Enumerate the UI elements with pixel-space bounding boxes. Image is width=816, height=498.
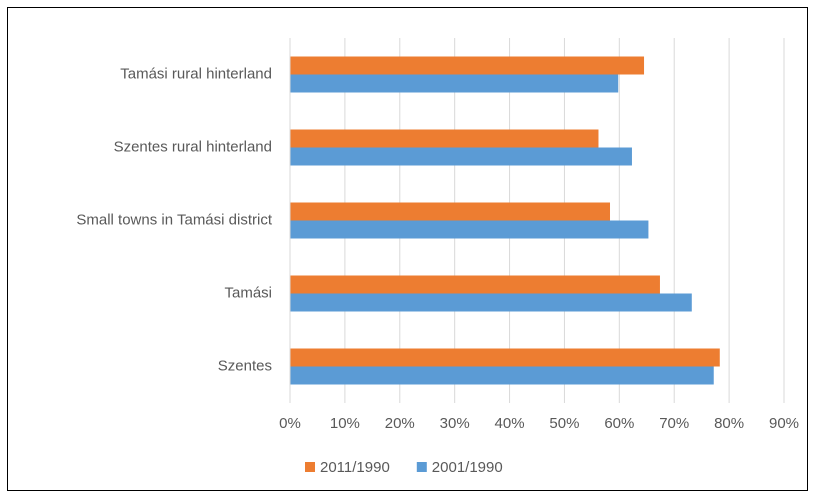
- x-tick-label: 50%: [549, 415, 579, 432]
- y-tick-label: Tamási: [224, 284, 272, 301]
- y-tick-label: Tamási rural hinterland: [120, 65, 272, 82]
- bar: [290, 275, 660, 294]
- bar: [290, 348, 720, 367]
- bar: [290, 366, 714, 385]
- legend-label: 2001/1990: [432, 459, 503, 476]
- bar: [290, 293, 692, 312]
- legend-label: 2011/1990: [320, 459, 390, 476]
- x-tick-label: 90%: [769, 415, 799, 432]
- bar: [290, 147, 632, 166]
- bar: [290, 74, 619, 93]
- x-tick-label: 30%: [440, 415, 470, 432]
- x-tick-label: 20%: [385, 415, 415, 432]
- x-tick-label: 40%: [495, 415, 525, 432]
- bar: [290, 202, 611, 221]
- x-tick-label: 70%: [659, 415, 689, 432]
- x-tick-label: 10%: [330, 415, 360, 432]
- bar: [290, 129, 599, 148]
- y-tick-label: Szentes: [218, 357, 272, 374]
- x-tick-label: 60%: [604, 415, 634, 432]
- x-tick-label: 80%: [714, 415, 744, 432]
- legend-swatch: [305, 462, 315, 472]
- x-tick-label: 0%: [279, 415, 301, 432]
- bar: [290, 56, 645, 75]
- y-tick-label: Small towns in Tamási district: [76, 211, 272, 228]
- bar: [290, 220, 649, 239]
- y-tick-label: Szentes rural hinterland: [114, 138, 272, 155]
- legend-swatch: [416, 462, 427, 472]
